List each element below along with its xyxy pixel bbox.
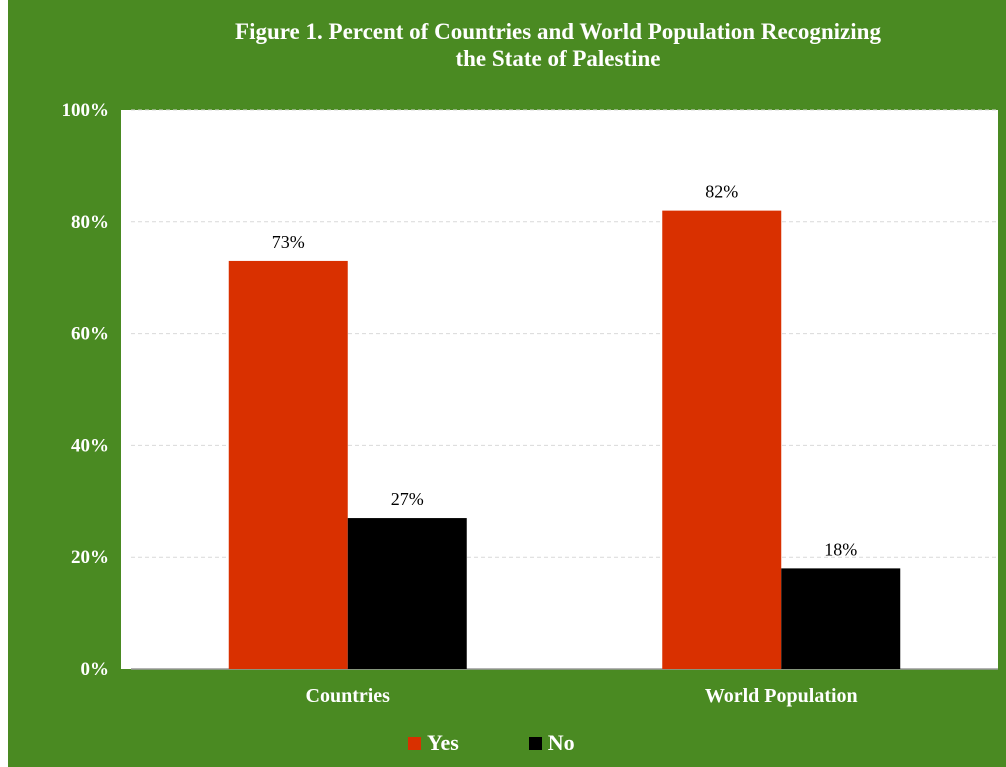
bar-no-1 bbox=[781, 568, 901, 669]
legend-label-no: No bbox=[547, 730, 575, 755]
y-tick-label: 40% bbox=[71, 435, 109, 456]
bar-yes-0 bbox=[228, 260, 348, 669]
y-tick-label: 60% bbox=[71, 324, 109, 345]
data-label: 82% bbox=[705, 182, 738, 202]
legend-label-yes: Yes bbox=[427, 730, 459, 755]
y-tick-label: 100% bbox=[62, 100, 110, 121]
data-label: 18% bbox=[824, 539, 857, 559]
legend-item-yes: Yes bbox=[408, 730, 459, 756]
y-tick-label: 80% bbox=[71, 212, 109, 233]
data-label: 27% bbox=[391, 489, 424, 509]
x-category-label: World Population bbox=[705, 685, 858, 707]
bar-yes-1 bbox=[662, 210, 782, 669]
x-category-label: Countries bbox=[306, 685, 391, 707]
y-tick-label: 0% bbox=[81, 659, 110, 680]
legend: Yes No bbox=[408, 728, 575, 758]
data-label: 73% bbox=[272, 232, 305, 252]
legend-swatch-yes bbox=[408, 736, 421, 750]
legend-item-no: No bbox=[528, 730, 575, 756]
y-tick-label: 20% bbox=[71, 547, 109, 568]
plot-area: 0% 20% 40% 60% 80% 100% 73% 27% Countries 82% 18% W… bbox=[62, 100, 998, 707]
bar-no-0 bbox=[347, 518, 467, 669]
chart-frame: Figure 1. Percent of Countries and World… bbox=[8, 0, 1006, 767]
legend-swatch-no bbox=[528, 736, 542, 750]
chart-title: Figure 1. Percent of Countries and World… bbox=[235, 19, 881, 71]
